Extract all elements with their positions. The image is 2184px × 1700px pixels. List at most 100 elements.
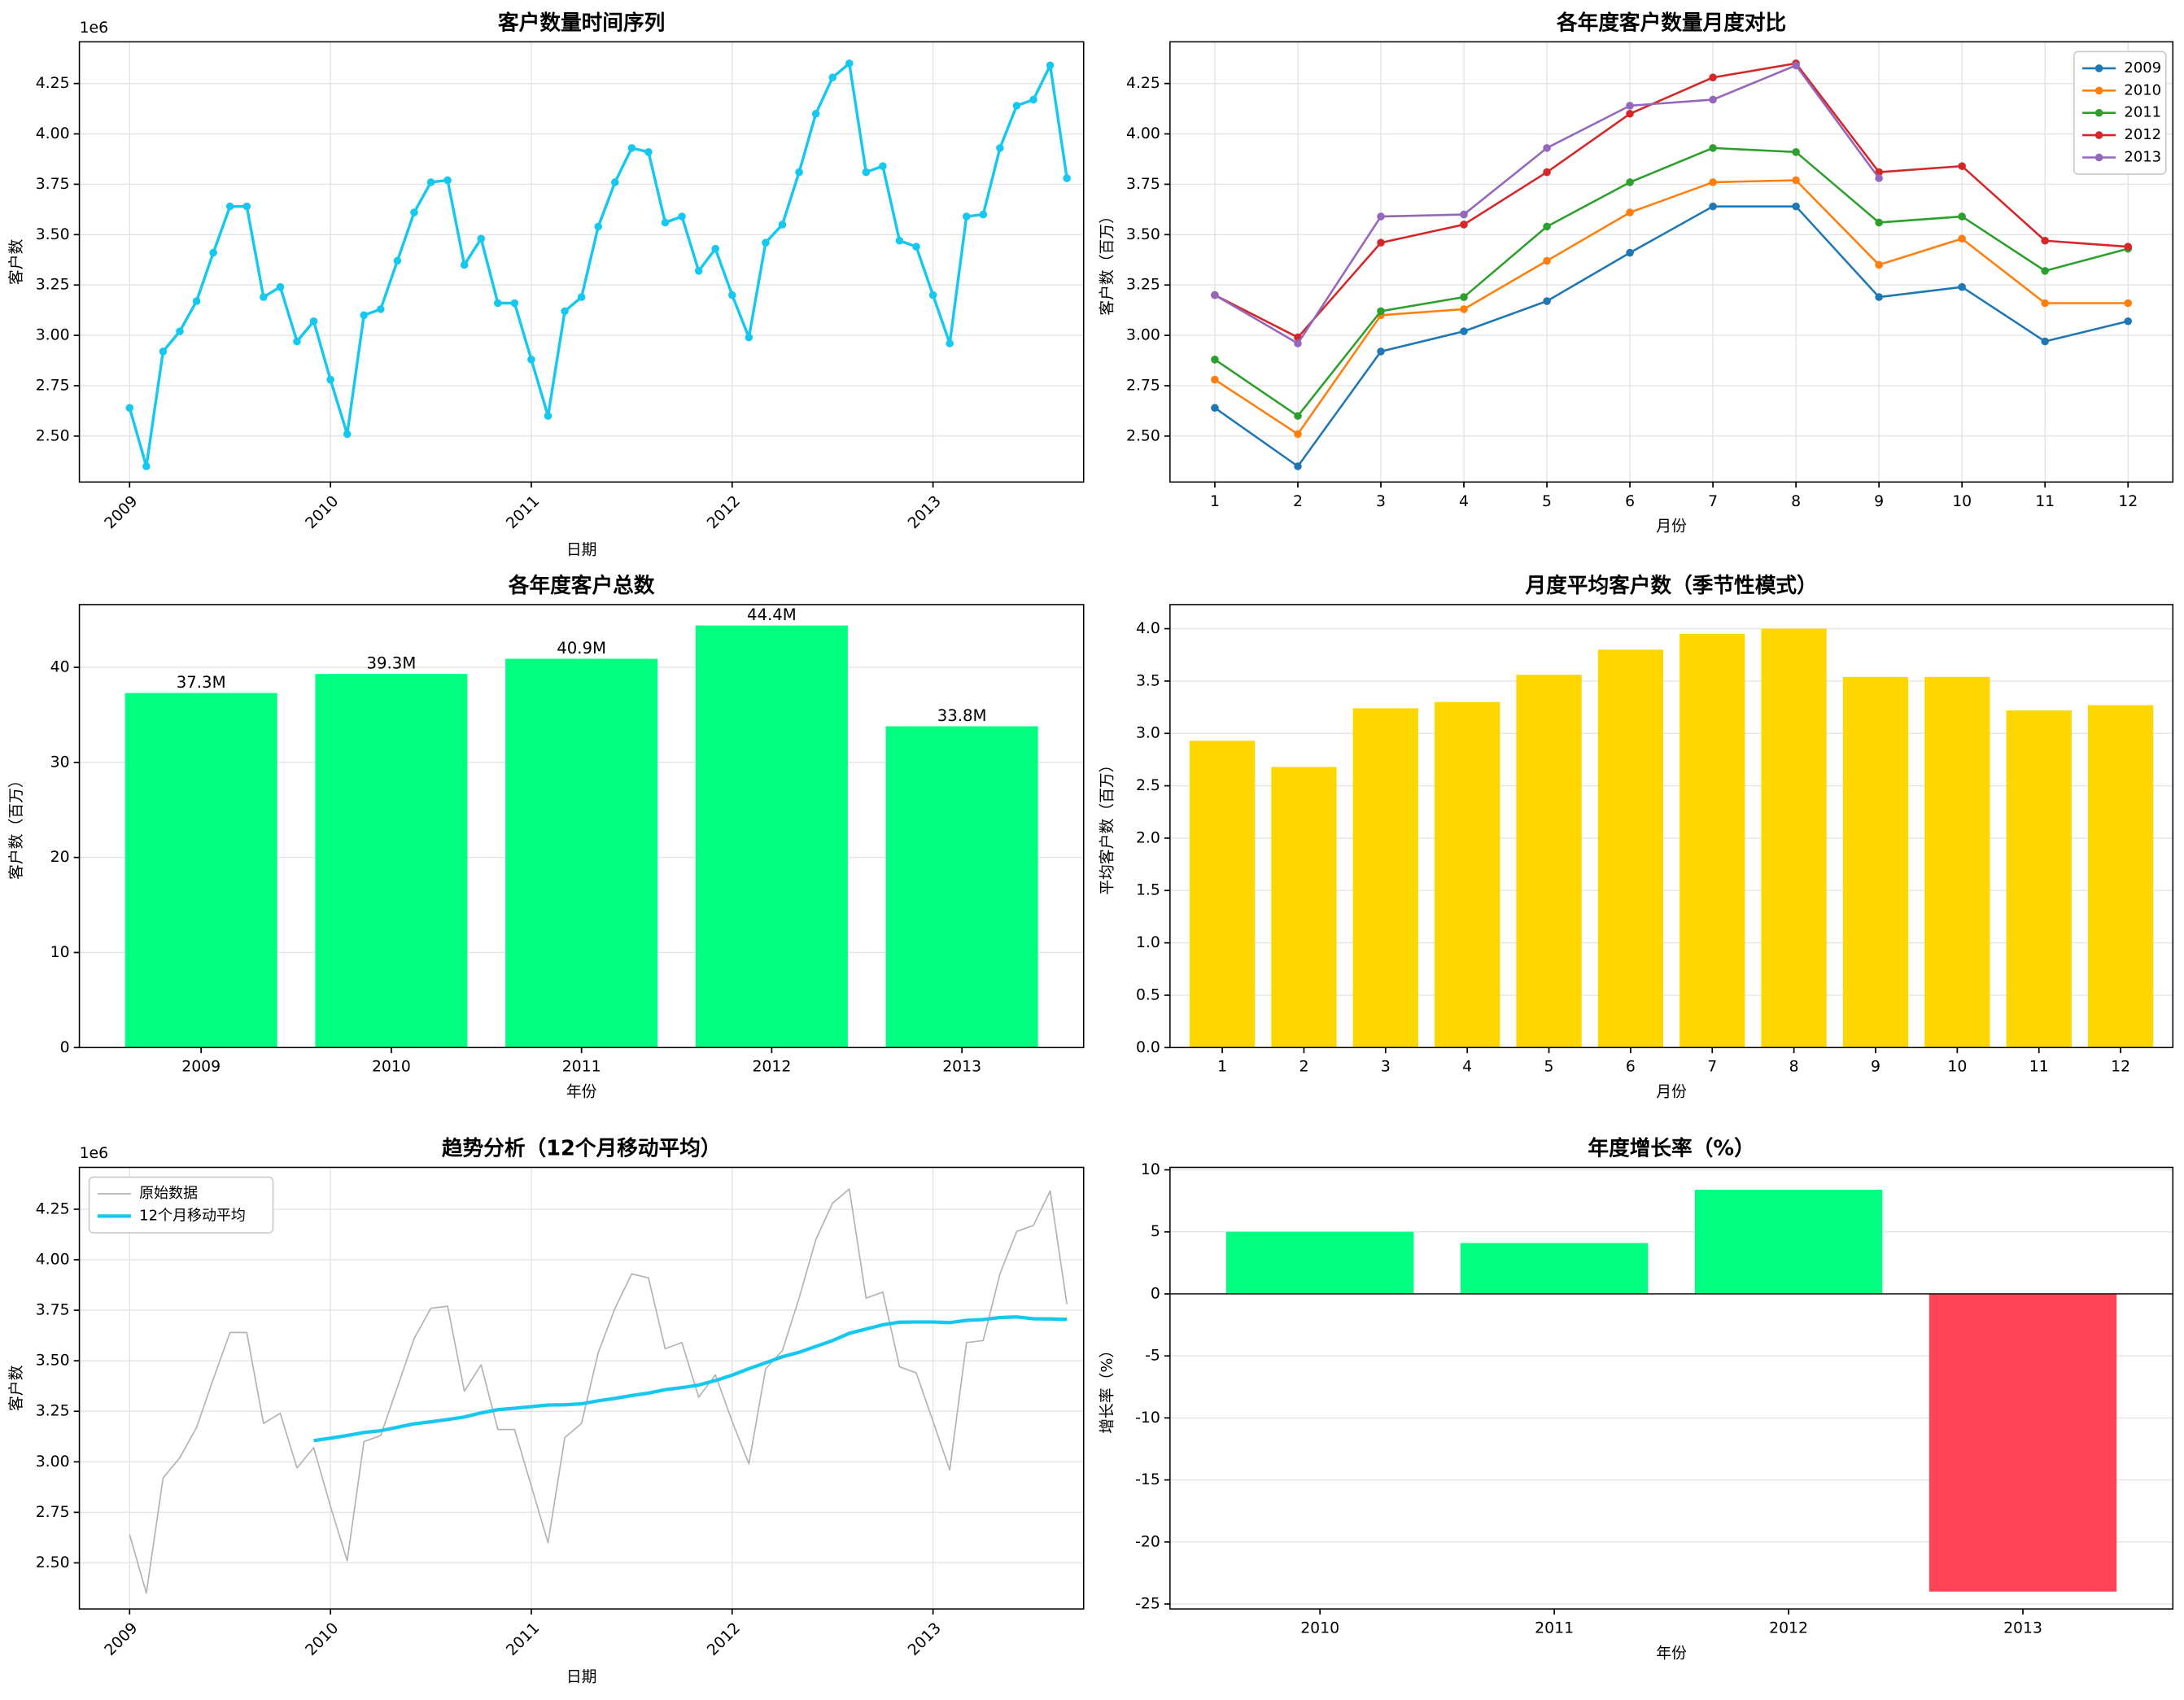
y-tick-label: -10: [1135, 1409, 1160, 1427]
bar: [695, 625, 848, 1048]
y-tick-label: 2.5: [1136, 777, 1160, 794]
marker: [460, 260, 469, 269]
marker: [2041, 236, 2049, 245]
x-tick-label: 2013: [905, 1619, 945, 1659]
x-tick-label: 2: [1299, 1059, 1308, 1076]
marker: [125, 404, 134, 413]
y-tick-label: 3.50: [36, 226, 70, 243]
x-tick-label: 2010: [303, 492, 343, 532]
marker: [1792, 176, 1800, 185]
bar: [1928, 1293, 2117, 1592]
x-tick-label: 7: [1707, 1059, 1717, 1076]
chart-panel: 2.502.753.003.253.503.754.004.251 2 3 4 5 6 7 8…: [1098, 11, 2174, 535]
marker: [2041, 337, 2049, 346]
marker: [1709, 73, 1717, 82]
marker: [661, 218, 670, 227]
line: [313, 1315, 1068, 1443]
x-tick-label: 5: [1544, 1059, 1554, 1076]
marker: [477, 234, 486, 243]
marker: [176, 327, 184, 335]
marker: [1792, 61, 1800, 70]
marker: [360, 311, 369, 320]
x-tick-label: 6: [1626, 1059, 1636, 1076]
legend-label: 2012: [2124, 126, 2161, 143]
x-tick-label: 12: [2118, 493, 2138, 510]
legend-label: 2010: [2124, 81, 2161, 98]
marker: [778, 221, 787, 229]
y-tick-label: 5: [1151, 1223, 1160, 1240]
marker: [828, 73, 836, 82]
marker: [1460, 221, 1468, 229]
bar: [885, 726, 1038, 1048]
bar: [1924, 676, 1990, 1048]
marker: [1211, 404, 1219, 413]
chart-panel: 2.50 2.75 3.00 3.25 3.50 3.75 4.00 4.25 2009 2010…: [7, 1137, 1085, 1685]
x-tick-label: 10: [1952, 493, 1972, 510]
bar: [124, 693, 277, 1048]
legend-label: 原始数据: [139, 1185, 198, 1202]
plot-frame: [1169, 41, 2174, 483]
y-offset-label: 1e6: [80, 1145, 109, 1162]
x-tick-label: 2012: [752, 1059, 791, 1076]
x-tick-label: 2009: [181, 1059, 221, 1076]
y-tick-label: 3.75: [36, 1302, 70, 1319]
marker: [1211, 356, 1219, 364]
y-tick-label: 2.0: [1136, 829, 1160, 846]
marker: [2124, 299, 2133, 308]
y-tick-label: 40: [50, 659, 70, 676]
marker: [1012, 102, 1021, 110]
marker: [979, 210, 988, 219]
marker: [326, 375, 334, 384]
y-tick-label: 3.50: [36, 1353, 70, 1370]
marker: [610, 178, 619, 186]
marker: [1626, 178, 1634, 186]
value-label: 40.9M: [557, 639, 606, 658]
y-tick-label: 0: [1151, 1285, 1160, 1302]
marker: [996, 144, 1004, 152]
marker: [443, 176, 452, 185]
y-axis-label: 客户数（百万）: [1098, 208, 1116, 316]
legend-label: 12个月移动平均: [139, 1207, 246, 1224]
marker: [962, 212, 971, 221]
line: [1214, 62, 2129, 339]
marker: [1377, 347, 1385, 356]
marker: [1709, 144, 1717, 152]
x-axis-label: 日期: [566, 541, 597, 559]
value-label: 44.4M: [747, 605, 797, 624]
y-tick-label: 3.25: [36, 1403, 70, 1420]
x-tick-label: 2: [1293, 493, 1303, 510]
y-axis-label: 增长率（%）: [1098, 1343, 1116, 1434]
marker: [1377, 307, 1385, 316]
marker: [1626, 248, 1634, 257]
x-tick-label: 8: [1791, 493, 1801, 510]
y-tick-label: 3.00: [1126, 327, 1160, 344]
marker: [1377, 238, 1385, 247]
marker: [1063, 174, 1071, 182]
y-tick-label: 3.75: [1126, 176, 1160, 193]
x-tick-label: 2012: [704, 492, 744, 532]
y-tick-label: 3.75: [36, 176, 70, 193]
marker: [745, 333, 753, 342]
y-tick-label: 0.5: [1136, 986, 1160, 1003]
x-tick-label: 9: [1871, 1059, 1880, 1076]
x-tick-label: 2013: [942, 1059, 981, 1076]
marker: [410, 208, 418, 216]
legend-marker: [2094, 131, 2103, 139]
chart-panel: 2.50 2.75 3.00 3.25 3.50 3.75 4.00 4.25 2009 2010…: [7, 11, 1085, 559]
y-tick-label: 4.25: [36, 1200, 70, 1217]
x-tick-label: 9: [1874, 493, 1884, 510]
x-tick-label: 4: [1462, 1059, 1472, 1076]
marker: [1211, 291, 1219, 299]
marker: [1626, 109, 1634, 118]
legend-marker: [2094, 153, 2103, 162]
value-label: 37.3M: [177, 673, 226, 692]
y-tick-label: 3.50: [1126, 226, 1160, 243]
y-tick-label: 30: [50, 754, 70, 771]
plot-frame: [1169, 1166, 2174, 1610]
marker: [627, 144, 636, 152]
marker: [594, 222, 603, 231]
marker: [1792, 202, 1800, 211]
plot-frame: [78, 604, 1085, 1049]
marker: [1294, 339, 1302, 347]
bar: [1189, 741, 1256, 1048]
